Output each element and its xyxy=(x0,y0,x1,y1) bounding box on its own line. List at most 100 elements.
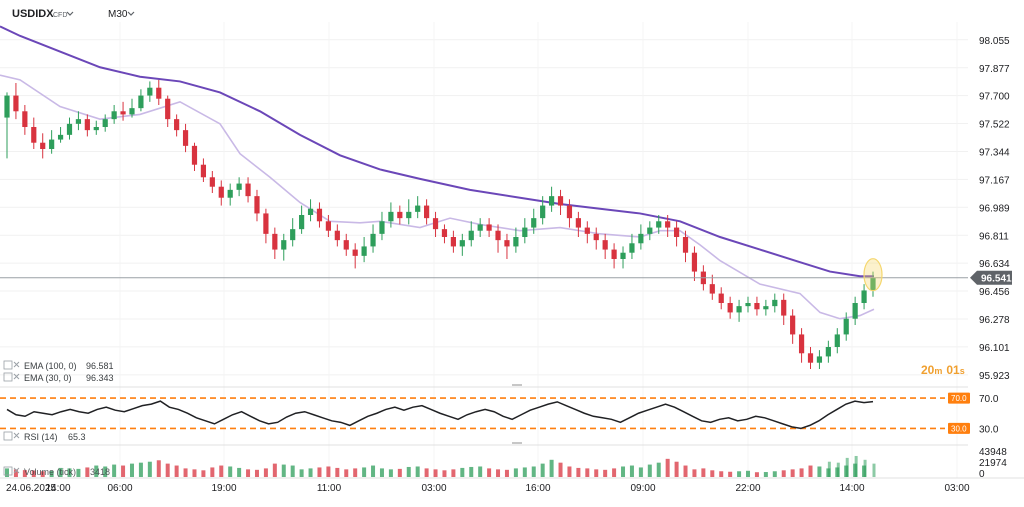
candle-body xyxy=(397,211,403,219)
time-axis-label: 24.06.2025 xyxy=(6,483,56,494)
candle-body xyxy=(432,218,439,230)
volume-bar xyxy=(308,468,313,477)
volume-bar xyxy=(683,465,688,477)
candle xyxy=(540,196,546,225)
volume-bar xyxy=(103,466,108,477)
candle-body xyxy=(531,218,537,228)
candle-body xyxy=(49,139,55,149)
volume-bar xyxy=(317,467,322,477)
candle-body xyxy=(834,334,840,347)
candle xyxy=(790,309,796,344)
candle-body xyxy=(691,252,698,272)
volume-bar xyxy=(156,460,161,477)
candle-body xyxy=(682,237,689,253)
candle-body xyxy=(191,145,198,165)
candle xyxy=(138,89,144,112)
symbol-badge: CFD xyxy=(53,12,67,19)
volume-bar xyxy=(612,468,617,477)
candle-body xyxy=(174,119,180,131)
price-axis-tick: 96.456 xyxy=(979,287,1010,298)
symbol-label[interactable]: USDIDX xyxy=(12,8,54,20)
volume-bar xyxy=(254,469,259,477)
panel-resize-handle[interactable] xyxy=(512,442,522,444)
volume-bar xyxy=(442,470,447,477)
volume-bar xyxy=(531,466,536,477)
price-axis-tick: 97.344 xyxy=(979,148,1010,159)
volume-axis-tick-max: 43948 xyxy=(979,447,1007,458)
candle-body xyxy=(620,252,626,259)
candle xyxy=(486,218,492,237)
candle-body xyxy=(557,196,564,206)
timeframe-label[interactable]: M30 xyxy=(108,9,128,20)
candle-body xyxy=(593,233,599,241)
candle-body xyxy=(736,306,742,313)
candle-body xyxy=(102,119,108,127)
rsi-line xyxy=(6,400,874,430)
volume-bar xyxy=(210,467,215,477)
volume-bar xyxy=(496,469,501,477)
candle-body xyxy=(343,240,349,250)
volume-bar xyxy=(344,469,349,477)
candle xyxy=(584,221,590,244)
time-axis-label: 16:00 xyxy=(525,483,550,494)
current-price-value: 96.541 xyxy=(981,274,1012,285)
candle xyxy=(120,101,126,121)
candle-body xyxy=(790,315,796,335)
ema100-close-icon[interactable] xyxy=(13,361,20,368)
volume-bar xyxy=(656,462,661,477)
candle-body xyxy=(450,237,456,247)
volume-bar xyxy=(22,470,27,477)
volume-bar xyxy=(567,466,572,477)
candle xyxy=(379,211,385,241)
volume-bar xyxy=(13,469,18,477)
volume-close-icon[interactable] xyxy=(13,467,20,474)
timeframe-chevron-down-icon[interactable] xyxy=(127,11,135,16)
candle xyxy=(852,296,858,325)
price-axis-tick: 96.101 xyxy=(979,343,1010,354)
volume-axis-tick-zero: 0 xyxy=(979,469,985,480)
candle xyxy=(182,123,189,153)
volume-bar xyxy=(147,461,152,477)
volume-bar xyxy=(790,469,795,477)
volume-bar xyxy=(237,467,242,477)
rsi-close-icon[interactable] xyxy=(13,432,20,439)
candle-body xyxy=(156,87,162,99)
candle-body xyxy=(406,211,412,219)
candle xyxy=(557,189,564,215)
ema100-label: EMA (100, 0) xyxy=(24,361,77,371)
volume-bar xyxy=(49,470,54,477)
volume-bar xyxy=(585,468,590,477)
rsi-menu-icon[interactable] xyxy=(3,431,13,441)
volume-bar xyxy=(201,470,206,477)
candle xyxy=(406,199,412,225)
candle xyxy=(691,246,698,281)
ema30-menu-icon[interactable] xyxy=(3,372,13,382)
volume-bar xyxy=(594,469,599,477)
ema30-close-icon[interactable] xyxy=(13,373,20,380)
ema100-menu-icon[interactable] xyxy=(3,360,13,370)
candle xyxy=(102,114,108,132)
candle xyxy=(459,233,465,256)
candle xyxy=(245,177,251,203)
candle xyxy=(870,271,876,297)
candle xyxy=(682,230,689,263)
price-axis-tick: 96.811 xyxy=(979,231,1009,242)
candle xyxy=(763,299,769,316)
rsi-level-30-tag-text: 30.0 xyxy=(951,424,967,433)
volume-bar xyxy=(710,470,715,477)
volume-bar xyxy=(165,463,170,477)
volume-menu-icon[interactable] xyxy=(3,466,13,476)
volume-bar xyxy=(845,457,849,477)
panel-resize-handle[interactable] xyxy=(512,384,522,386)
volume-bar xyxy=(487,468,492,477)
volume-bar xyxy=(701,468,706,477)
price-axis-tick: 97.877 xyxy=(979,64,1010,75)
candle xyxy=(575,211,581,237)
volume-bar xyxy=(299,469,304,477)
volume-bar xyxy=(281,464,286,477)
volume-bar xyxy=(638,467,643,477)
volume-bar xyxy=(379,468,384,477)
volume-bar xyxy=(406,466,411,477)
symbol-chevron-down-icon[interactable] xyxy=(66,11,74,16)
candle-body xyxy=(807,353,814,363)
